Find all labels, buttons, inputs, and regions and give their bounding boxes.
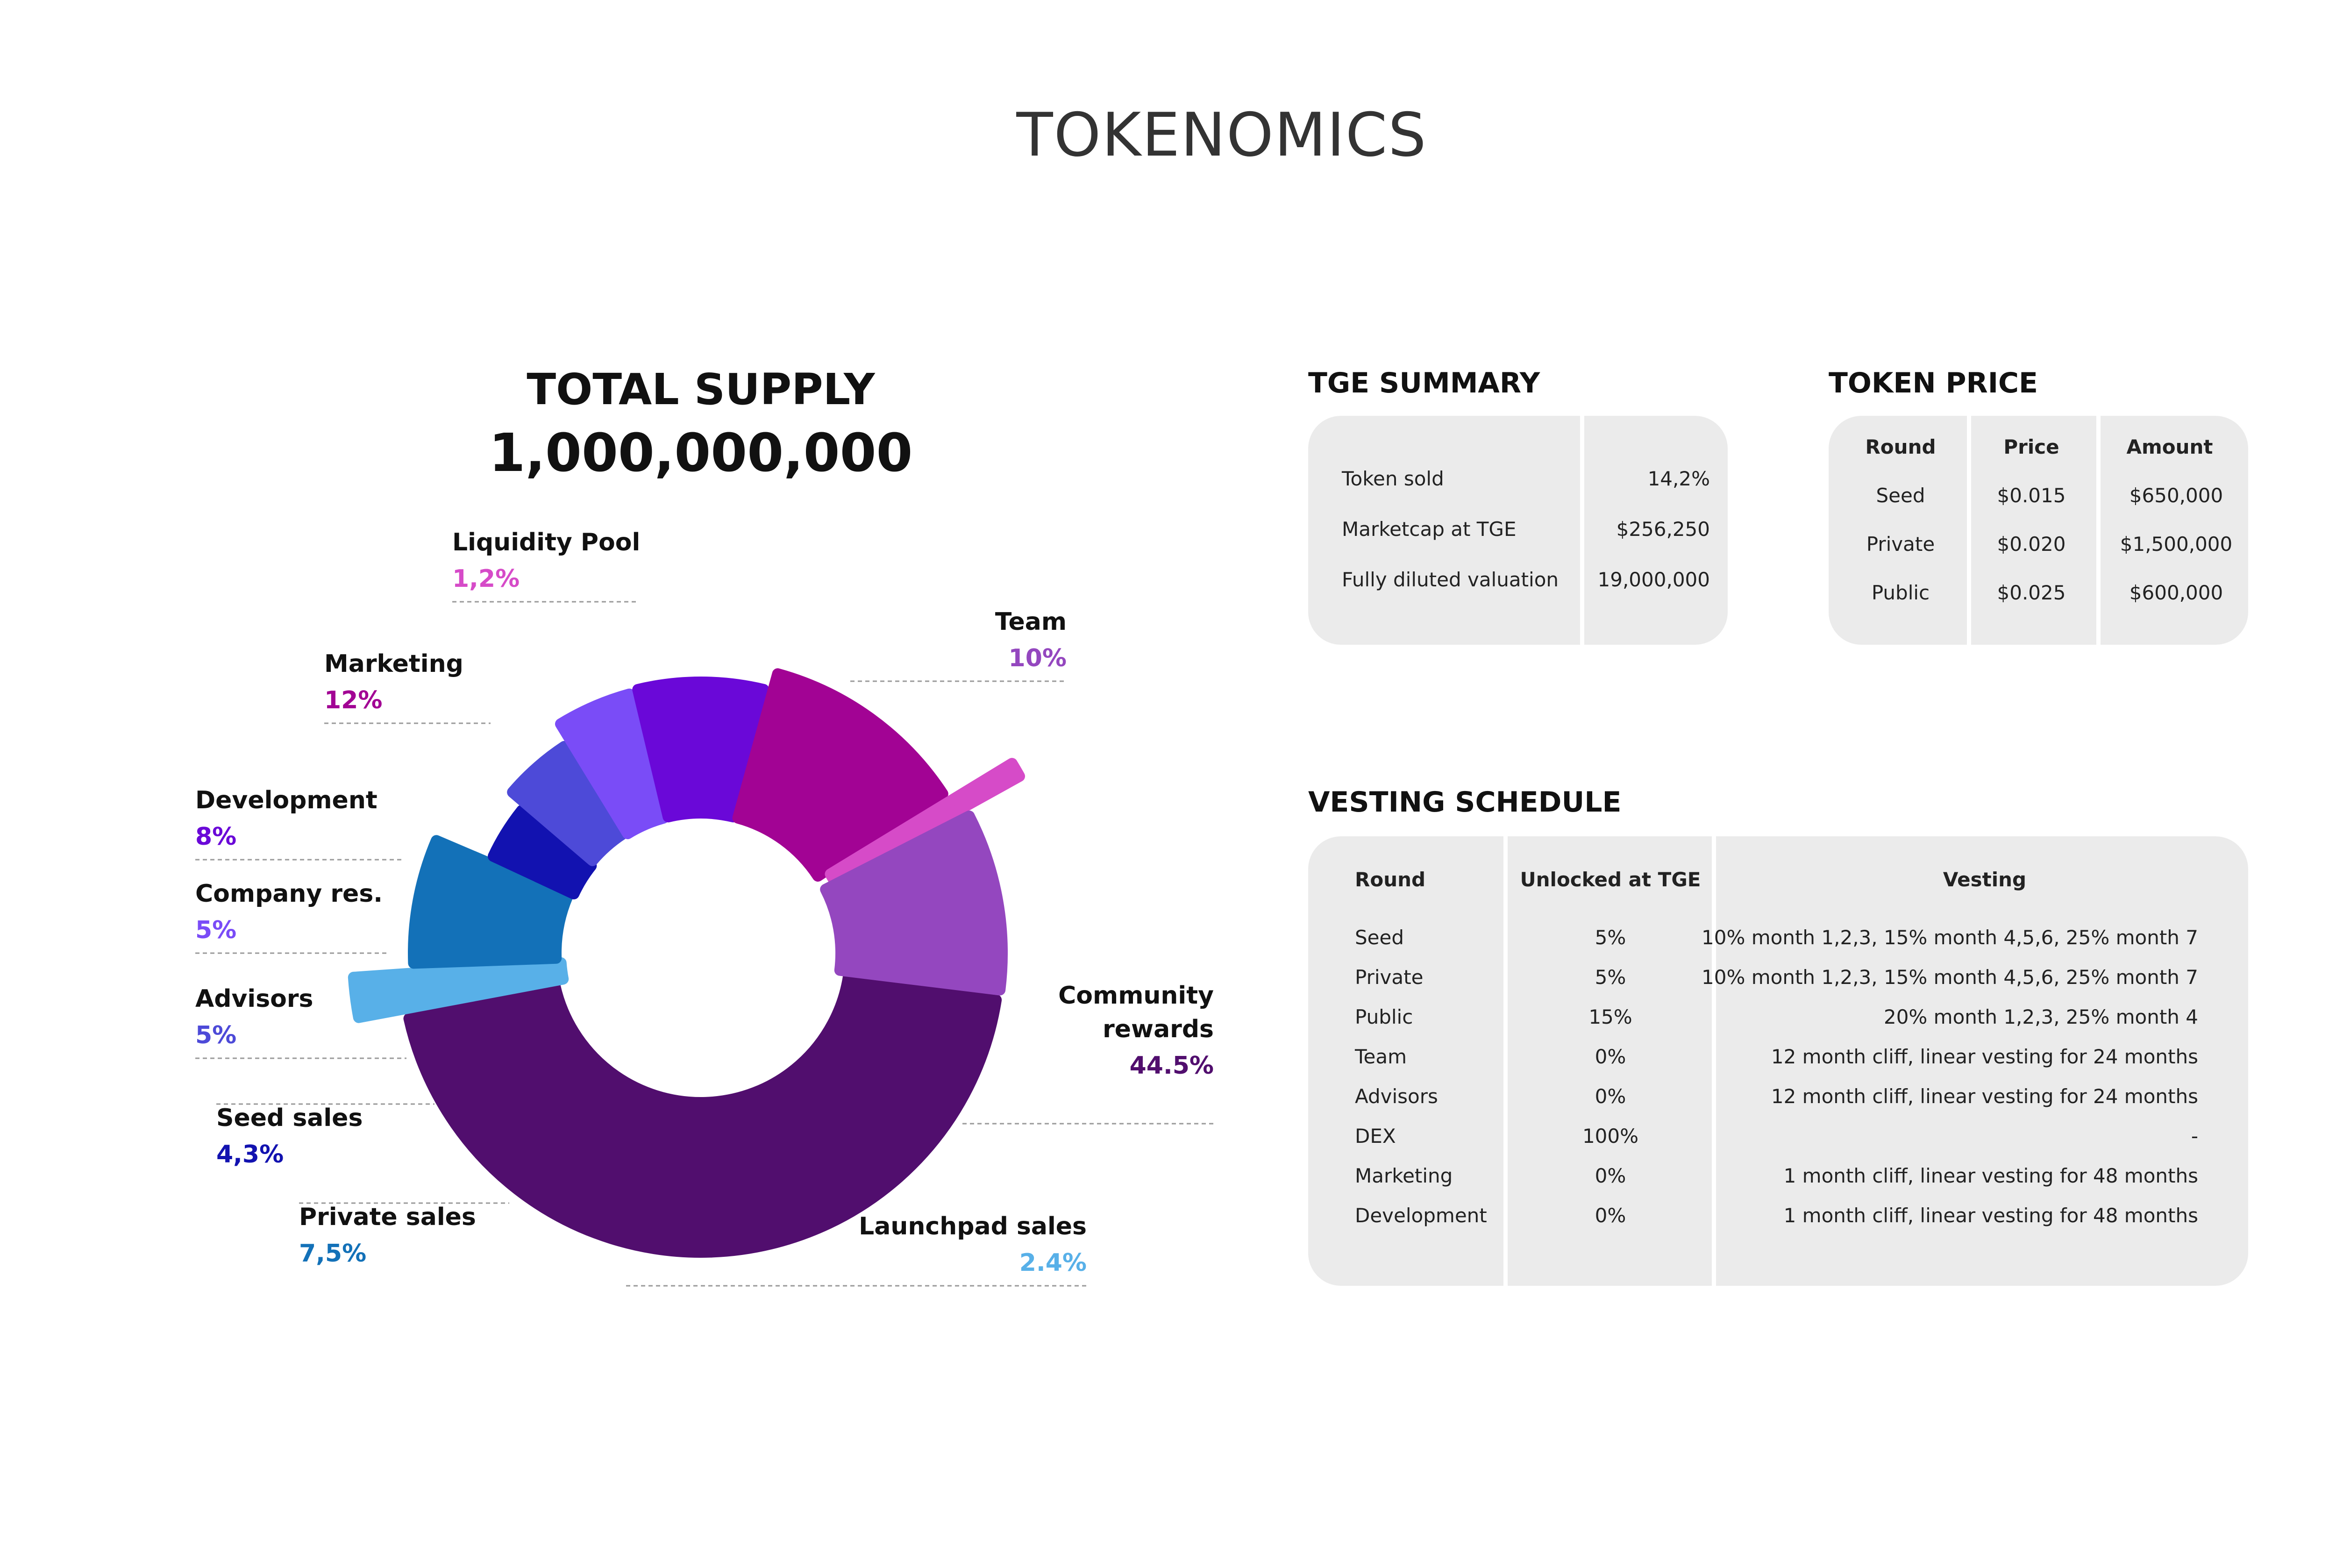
tge-value-fdv: 19,000,000	[1597, 568, 1710, 591]
tge-value-marketcap: $256,250	[1616, 518, 1710, 541]
slice-advisors	[507, 741, 628, 866]
token-price-title: TOKEN PRICE	[1829, 367, 2038, 399]
slice-development	[632, 677, 769, 823]
vesting-round-marketing: Marketing	[1355, 1164, 1453, 1187]
vesting-schedule-public: 20% month 1,2,3, 25% month 4	[1883, 1005, 2198, 1028]
total-supply-label: TOTAL SUPPLY	[527, 364, 875, 414]
vesting-unlocked-private: 5%	[1595, 966, 1626, 989]
vesting-unlocked-public: 15%	[1588, 1005, 1632, 1028]
label-advisors: Advisors	[195, 985, 313, 1013]
tge-summary-title: TGE SUMMARY	[1308, 367, 1540, 399]
vesting-schedule-advisors: 12 month cliff, linear vesting for 24 mo…	[1771, 1085, 2198, 1108]
vesting-round-private: Private	[1355, 966, 1424, 989]
amount-seed: $650,000	[2129, 484, 2223, 507]
label-seed-sales: Seed sales	[216, 1104, 363, 1132]
label-liquidity-pool: Liquidity Pool	[452, 528, 640, 556]
vesting-schedule-marketing: 1 month cliff, linear vesting for 48 mon…	[1783, 1164, 2198, 1187]
tge-label-fdv: Fully diluted valuation	[1342, 568, 1559, 591]
percent-launchpad-sales: 2.4%	[1019, 1249, 1087, 1277]
vesting-unlocked-development: 0%	[1595, 1204, 1626, 1227]
percent-community-rewards: 44.5%	[1130, 1052, 1214, 1080]
price-header-price: Price	[2003, 435, 2059, 458]
percent-company-res: 5%	[195, 916, 236, 944]
vesting-unlocked-advisors: 0%	[1595, 1085, 1626, 1108]
vesting-schedule-dex: -	[2191, 1125, 2198, 1147]
column-divider	[1967, 416, 1971, 645]
vesting-unlocked-marketing: 0%	[1595, 1164, 1626, 1187]
vesting-round-seed: Seed	[1355, 926, 1404, 949]
slice-company-res	[555, 688, 669, 840]
column-divider	[2096, 416, 2101, 645]
vesting-header-round: Round	[1355, 868, 1426, 891]
label-company-res: Company res.	[195, 880, 383, 908]
vesting-schedule-team: 12 month cliff, linear vesting for 24 mo…	[1771, 1045, 2198, 1068]
label-community-rewards-line-2: rewards	[1103, 1015, 1214, 1043]
total-supply-value: 1,000,000,000	[489, 423, 913, 484]
percent-development: 8%	[195, 823, 236, 851]
slice-seed-sales	[488, 805, 597, 899]
price-header-round: Round	[1865, 435, 1936, 458]
price-public: $0.025	[1997, 581, 2066, 604]
percent-private-sales: 7,5%	[299, 1240, 366, 1268]
vesting-round-public: Public	[1355, 1005, 1413, 1028]
tge-value-token-sold: 14,2%	[1647, 467, 1710, 490]
slice-marketing	[732, 668, 948, 882]
price-round-seed: Seed	[1876, 484, 1925, 507]
tge-label-marketcap: Marketcap at TGE	[1342, 518, 1517, 541]
label-marketing: Marketing	[324, 650, 463, 678]
label-private-sales: Private sales	[299, 1203, 476, 1231]
percent-marketing: 12%	[324, 686, 382, 714]
label-community-rewards-line-1: Community	[1058, 982, 1214, 1010]
token-price-panel: Round Price Amount Seed $0.015 $650,000 …	[1829, 416, 2248, 645]
vesting-unlocked-team: 0%	[1595, 1045, 1626, 1068]
label-team: Team	[995, 608, 1067, 636]
label-development: Development	[195, 786, 377, 814]
percent-advisors: 5%	[195, 1021, 236, 1049]
amount-public: $600,000	[2129, 581, 2223, 604]
price-seed: $0.015	[1997, 484, 2066, 507]
tokenomics-donut-chart: Community rewards 44.5% Launchpad sales 2.4%…	[195, 528, 1214, 1287]
amount-private: $1,500,000	[2120, 533, 2233, 556]
slice-team	[820, 810, 1008, 996]
vesting-round-advisors: Advisors	[1355, 1085, 1438, 1108]
vesting-schedule-development: 1 month cliff, linear vesting for 48 mon…	[1783, 1204, 2198, 1227]
price-round-public: Public	[1871, 581, 1930, 604]
vesting-round-team: Team	[1355, 1045, 1407, 1068]
tge-summary-panel: Token sold 14,2% Marketcap at TGE $256,2…	[1308, 416, 1728, 645]
percent-team: 10%	[1009, 644, 1067, 672]
vesting-panel: Round Unlocked at TGE Vesting Seed 5% 10% …	[1308, 836, 2248, 1286]
page-title: TOKENOMICS	[1016, 100, 1427, 170]
vesting-round-dex: DEX	[1355, 1125, 1396, 1147]
percent-seed-sales: 4,3%	[216, 1140, 284, 1169]
vesting-header-vesting: Vesting	[1943, 868, 2027, 891]
tge-label-token-sold: Token sold	[1342, 467, 1444, 490]
vesting-title: VESTING SCHEDULE	[1308, 786, 1622, 819]
vesting-round-development: Development	[1355, 1204, 1487, 1227]
vesting-schedule-seed: 10% month 1,2,3, 15% month 4,5,6, 25% mo…	[1702, 926, 2198, 949]
slice-private-sales	[408, 835, 573, 969]
column-divider	[1580, 416, 1584, 645]
vesting-schedule-private: 10% month 1,2,3, 15% month 4,5,6, 25% mo…	[1702, 966, 2198, 989]
price-header-amount: Amount	[2126, 435, 2213, 458]
label-launchpad-sales: Launchpad sales	[859, 1212, 1087, 1240]
price-private: $0.020	[1997, 533, 2066, 556]
column-divider	[1503, 836, 1508, 1286]
vesting-unlocked-dex: 100%	[1582, 1125, 1639, 1147]
price-round-private: Private	[1866, 533, 1935, 556]
vesting-unlocked-seed: 5%	[1595, 926, 1626, 949]
vesting-header-unlocked: Unlocked at TGE	[1520, 868, 1701, 891]
percent-liquidity-pool: 1,2%	[452, 565, 520, 593]
column-divider	[1712, 836, 1716, 1286]
slice-community-rewards	[403, 971, 1002, 1258]
slice-launchpad-sales	[348, 957, 569, 1023]
